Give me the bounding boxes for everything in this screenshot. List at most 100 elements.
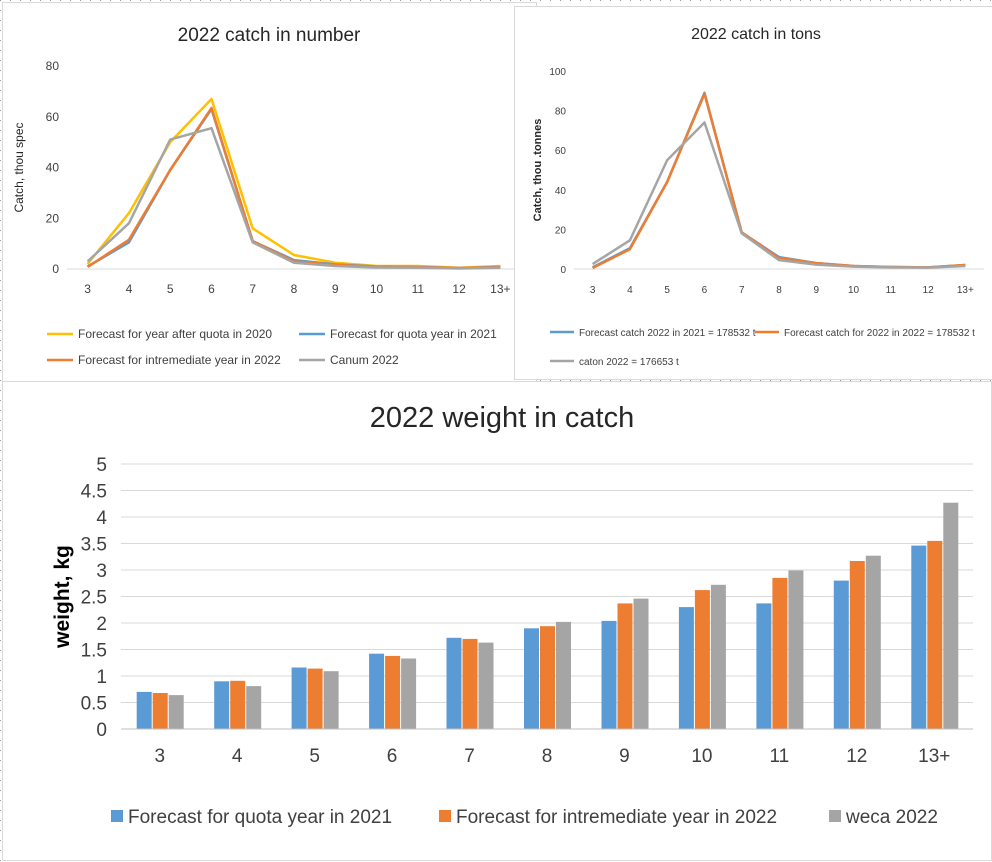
catch-number-series-line-2 (86, 107, 501, 270)
weight-bar-2 (462, 638, 478, 729)
weight-x-tick-label: 7 (464, 746, 475, 767)
weight-legend-label-2: Forecast for intremediate year in 2022 (456, 807, 777, 828)
catch-number-y-tick-label: 40 (46, 161, 60, 175)
catch-number-series-line-4 (86, 126, 501, 270)
catch-tons-y-tick-label: 100 (549, 67, 566, 78)
catch-tons-y-tick-label: 20 (555, 225, 567, 236)
weight-x-tick-label: 12 (846, 746, 867, 767)
catch-tons-x-tick-label: 9 (813, 285, 819, 296)
catch-number-legend-label-3: Forecast for intremediate year in 2022 (78, 353, 281, 367)
weight-y-axis-label: weight, kg (51, 545, 74, 649)
weight-bar-1 (833, 580, 849, 729)
chart-catch-in-number[interactable]: 2022 catch in number Catch, thou spec 0 20 4… (2, 2, 537, 382)
weight-bar-2 (694, 590, 710, 729)
weight-bar-2 (540, 626, 555, 729)
catch-number-legend-label-4: Canum 2022 (330, 353, 399, 367)
weight-x-tick-label: 6 (387, 746, 398, 767)
catch-number-x-tick-label: 7 (249, 282, 256, 296)
catch-tons-y-tick-label: 0 (560, 265, 566, 276)
weight-bar-2 (307, 668, 323, 729)
weight-y-tick-label: 0 (96, 720, 107, 741)
weight-bar-1 (136, 691, 152, 729)
catch-number-y-tick-label: 20 (46, 211, 60, 225)
catch-tons-series-line-1 (592, 91, 966, 269)
catch-tons-x-tick-label: 12 (923, 285, 935, 296)
weight-x-tick-label: 10 (691, 746, 712, 767)
catch-tons-x-tick-label: 6 (702, 285, 708, 296)
catch-number-x-tick-label: 11 (412, 282, 425, 296)
catch-number-x-tick-label: 5 (167, 282, 174, 296)
catch-number-x-tick-label: 3 (84, 282, 91, 296)
weight-legend-label-1: Forecast for quota year in 2021 (128, 807, 392, 828)
weight-bar-2 (927, 540, 943, 729)
catch-number-x-tick-label: 9 (332, 282, 339, 296)
weight-bar-3 (401, 658, 417, 729)
weight-bar-2 (385, 655, 401, 729)
catch-number-series-line-3 (86, 106, 501, 270)
catch-tons-y-axis-label: Catch, thou .tonnes (532, 119, 544, 222)
weight-bar-2 (617, 603, 633, 729)
weight-bar-2 (849, 561, 865, 729)
weight-y-tick-label: 5 (96, 455, 107, 476)
catch-tons-y-tick-label: 80 (555, 107, 567, 118)
weight-y-tick-label: 2.5 (81, 588, 107, 609)
catch-tons-x-tick-label: 4 (627, 285, 633, 296)
weight-bar-1 (214, 681, 230, 729)
catch-tons-legend-label-1: Forecast catch 2022 in 2021 = 178532 t (579, 328, 756, 339)
weight-bar-2 (152, 693, 168, 729)
weight-bar-3 (788, 570, 804, 729)
weight-bar-3 (556, 621, 571, 729)
weight-bar-1 (446, 637, 462, 729)
weight-x-tick-label: 13+ (918, 746, 950, 767)
catch-tons-title: 2022 catch in tons (691, 26, 821, 43)
catch-tons-x-tick-label: 10 (848, 285, 860, 296)
catch-number-x-tick-label: 4 (126, 282, 133, 296)
catch-tons-x-tick-label: 8 (776, 285, 782, 296)
catch-number-title: 2022 catch in number (178, 25, 361, 46)
weight-bar-1 (756, 603, 772, 729)
weight-legend-swatch-1 (111, 810, 123, 822)
catch-number-x-tick-label: 10 (370, 282, 384, 296)
catch-number-y-tick-label: 60 (46, 110, 60, 124)
catch-number-x-tick-label: 12 (452, 282, 466, 296)
weight-bar-2 (230, 680, 246, 729)
catch-tons-legend-label-2: Forecast catch for 2022 in 2022 = 178532… (784, 328, 975, 339)
weight-legend-label-3: weca 2022 (845, 807, 938, 828)
weight-x-tick-label: 4 (232, 746, 243, 767)
weight-bar-3 (710, 584, 726, 729)
catch-number-y-tick-label: 80 (46, 59, 60, 73)
weight-x-tick-label: 8 (542, 746, 553, 767)
weight-y-tick-label: 1.5 (81, 641, 107, 662)
catch-number-x-tick-label: 8 (291, 282, 298, 296)
chart-weight-in-catch[interactable]: 2022 weight in catch weight, kg 0 0.5 1 1.5 2 2… (2, 381, 992, 861)
chart-catch-in-tons-svg: 2022 catch in tons Catch, thou .tonnes 0 20… (532, 26, 984, 368)
catch-tons-legend-label-3: caton 2022 = 176653 t (579, 357, 679, 368)
weight-y-tick-label: 2 (96, 614, 107, 635)
chart-catch-in-tons[interactable]: 2022 catch in tons Catch, thou .tonnes 0 20… (514, 6, 992, 380)
catch-tons-x-tick-label: 7 (739, 285, 745, 296)
weight-bar-3 (865, 555, 881, 729)
weight-y-tick-label: 4.5 (81, 482, 107, 503)
weight-bar-1 (524, 628, 539, 729)
catch-number-y-tick-label: 0 (52, 262, 59, 276)
weight-bar-3 (633, 598, 649, 729)
catch-number-legend-label-1: Forecast for year after quota in 2020 (78, 327, 272, 341)
weight-title: 2022 weight in catch (370, 402, 634, 434)
weight-bar-1 (369, 653, 385, 729)
catch-tons-series-line-2 (592, 92, 966, 270)
catch-tons-y-tick-label: 60 (555, 146, 567, 157)
weight-bar-1 (601, 620, 617, 729)
weight-bar-2 (772, 577, 788, 729)
weight-x-tick-label: 5 (309, 746, 320, 767)
catch-number-x-tick-label: 6 (208, 282, 215, 296)
weight-legend-swatch-2 (439, 810, 451, 822)
chart-weight-in-catch-svg: 2022 weight in catch weight, kg 0 0.5 1 1.5 2 2… (51, 402, 973, 828)
catch-tons-x-tick-label: 3 (590, 285, 596, 296)
weight-y-tick-label: 0.5 (81, 694, 107, 715)
weight-x-tick-label: 3 (154, 746, 165, 767)
catch-tons-x-tick-label: 5 (664, 285, 670, 296)
weight-bar-3 (478, 642, 494, 729)
weight-y-tick-label: 1 (96, 667, 107, 688)
weight-y-tick-label: 3 (96, 561, 107, 582)
weight-bar-3 (246, 686, 262, 729)
